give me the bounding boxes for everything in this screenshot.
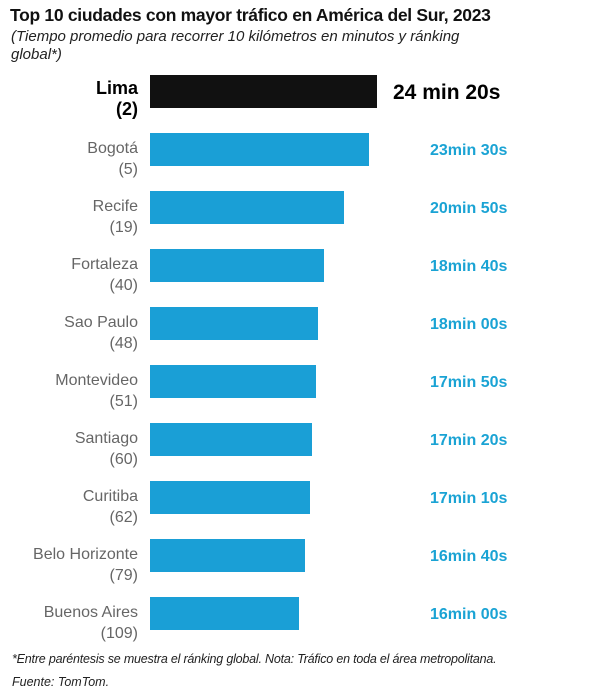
rank-label-1: (5) [118, 161, 138, 178]
city-label-7: Curitiba [83, 488, 138, 505]
bar-8 [150, 539, 305, 572]
rank-label-0: (2) [116, 99, 138, 119]
bar-chart: Lima(2) 24 min 20s Bogotá (5) 23min 30s Recif… [33, 75, 507, 642]
city-label-1: Bogotá [87, 140, 138, 157]
value-label-7: 17min 10s [430, 490, 507, 507]
city-label-9: Buenos Aires [44, 604, 138, 621]
bar-7 [150, 481, 310, 514]
rank-label-6: (60) [110, 451, 138, 468]
city-label-2: Recife [93, 198, 138, 215]
bar-4 [150, 307, 318, 340]
bar-0 [150, 75, 377, 108]
value-label-3: 18min 40s [430, 258, 507, 275]
value-label-9: 16min 00s [430, 606, 507, 623]
value-label-0: 24 min 20s [393, 81, 500, 104]
city-label-8: Belo Horizonte [33, 546, 138, 563]
rank-label-7: (62) [110, 509, 138, 526]
rank-label-5: (51) [110, 393, 138, 410]
rank-label-2: (19) [110, 219, 138, 236]
value-label-5: 17min 50s [430, 374, 507, 391]
value-label-8: 16min 40s [430, 548, 507, 565]
chart-subtitle: (Tiempo promedio para recorrer 10 kilóme… [11, 28, 460, 63]
source-note: Fuente: TomTom. [12, 675, 110, 689]
city-label-3: Fortaleza [71, 256, 138, 273]
rank-label-3: (40) [110, 277, 138, 294]
value-label-6: 17min 20s [430, 432, 507, 449]
bar-1 [150, 133, 369, 166]
rank-label-9: (109) [101, 625, 138, 642]
footnote: *Entre paréntesis se muestra el ránking … [12, 652, 497, 666]
rank-label-4: (48) [110, 335, 138, 352]
bar-5 [150, 365, 316, 398]
city-label-0: Lima [96, 78, 139, 98]
value-label-4: 18min 00s [430, 316, 507, 333]
bar-2 [150, 191, 344, 224]
bar-6 [150, 423, 312, 456]
value-label-1: 23min 30s [430, 142, 507, 159]
value-label-2: 20min 50s [430, 200, 507, 217]
bar-9 [150, 597, 299, 630]
chart-title: Top 10 ciudades con mayor tráfico en Amé… [10, 5, 491, 25]
city-label-4: Sao Paulo [64, 314, 138, 331]
city-label-5: Montevideo [55, 372, 138, 389]
rank-label-8: (79) [110, 567, 138, 584]
city-label-6: Santiago [75, 430, 138, 447]
bar-3 [150, 249, 324, 282]
